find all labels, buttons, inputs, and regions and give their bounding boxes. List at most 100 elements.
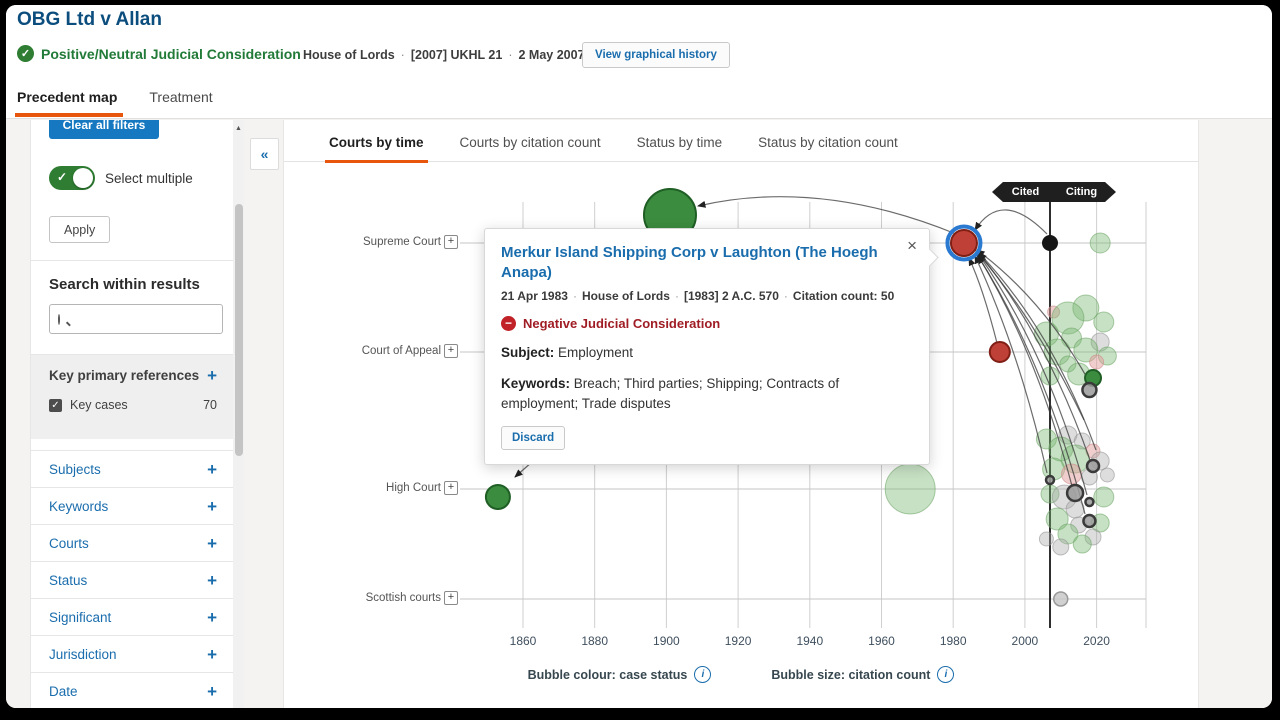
case-bubble[interactable]	[1038, 531, 1054, 547]
case-bubble[interactable]	[1073, 337, 1099, 363]
case-bubble[interactable]	[1084, 496, 1095, 508]
chart-tab-courts-by-citation-count[interactable]: Courts by citation count	[459, 135, 601, 150]
legend-item: Bubble colour: case status i	[528, 666, 712, 683]
case-header: OBG Ltd v Allan ✓ Positive/Neutral Judic…	[6, 5, 1272, 119]
sidebar-filter-date[interactable]: Date +	[31, 672, 233, 708]
case-bubble[interactable]	[1045, 507, 1069, 531]
case-bubble[interactable]	[949, 229, 978, 257]
year-tick-label: 1880	[581, 634, 609, 648]
year-tick-label: 1960	[868, 634, 895, 648]
filters-sidebar: Clear all filters ✓ Select multiple Appl…	[30, 120, 234, 708]
sidebar-filter-jurisdiction[interactable]: Jurisdiction +	[31, 635, 233, 672]
case-bubble[interactable]	[1051, 301, 1085, 335]
case-bubble[interactable]	[1082, 513, 1097, 529]
case-meta: House of Lords · [2007] UKHL 21 · 2 May 2007	[303, 48, 585, 62]
court-name: Supreme Court	[363, 236, 441, 248]
popup-court: House of Lords	[581, 288, 670, 303]
expand-icon[interactable]: +	[207, 366, 217, 385]
case-bubble[interactable]	[1065, 483, 1085, 503]
sidebar-filter-subjects[interactable]: Subjects +	[31, 450, 233, 487]
case-bubble[interactable]	[1084, 528, 1102, 546]
expand-icon[interactable]: +	[207, 644, 217, 664]
info-icon[interactable]: i	[937, 666, 955, 683]
expand-icon[interactable]: +	[207, 681, 217, 701]
cited-tag: Cited	[992, 182, 1053, 202]
popup-subject-value: Employment	[558, 344, 634, 360]
case-bubble[interactable]	[1047, 305, 1061, 319]
expand-icon[interactable]: +	[207, 570, 217, 590]
filter-label: Status	[49, 572, 88, 588]
key-cases-row[interactable]: ✓ Key cases 70	[31, 388, 233, 412]
case-bubble[interactable]	[1085, 458, 1101, 474]
case-bubble[interactable]	[1072, 294, 1100, 322]
apply-button[interactable]: Apply	[49, 216, 111, 243]
case-bubble[interactable]	[1053, 591, 1069, 607]
sidebar-filter-significant[interactable]: Significant +	[31, 598, 233, 635]
chart-view-tabs: Courts by time Courts by citation count St…	[284, 120, 1198, 163]
key-primary-references-label: Key primary references	[49, 368, 200, 383]
view-graphical-history-button[interactable]: View graphical history	[582, 42, 730, 68]
expand-icon[interactable]: +	[207, 459, 217, 479]
collapse-sidebar-button[interactable]: «	[250, 138, 279, 170]
case-bubble[interactable]	[1052, 538, 1070, 556]
case-bubble[interactable]	[1093, 311, 1115, 333]
chart-tab-status-by-time[interactable]: Status by time	[636, 135, 723, 150]
search-icon	[58, 313, 60, 325]
case-bubble[interactable]	[884, 463, 936, 515]
citation-arc	[968, 257, 998, 344]
clear-all-filters-button[interactable]: Clear all filters	[49, 120, 159, 139]
citing-tag: Citing	[1053, 182, 1116, 202]
popup-case-title[interactable]: Merkur Island Shipping Corp v Laughton (…	[501, 244, 878, 282]
sidebar-scrollbar[interactable]: ▲	[233, 120, 244, 708]
key-cases-checkbox[interactable]: ✓	[49, 398, 62, 412]
close-icon[interactable]: ×	[907, 236, 917, 255]
chart-tab-courts-by-time[interactable]: Courts by time	[325, 135, 428, 163]
case-bubble[interactable]	[1089, 354, 1105, 370]
select-multiple-toggle[interactable]: ✓	[49, 166, 95, 190]
scrollbar-thumb[interactable]	[234, 204, 243, 456]
case-bubble[interactable]	[1093, 486, 1115, 508]
discard-button[interactable]: Discard	[501, 426, 566, 451]
case-bubble[interactable]	[1089, 232, 1111, 254]
court-name: Court of Appeal	[361, 345, 441, 357]
case-bubble[interactable]	[1035, 428, 1057, 450]
expand-icon[interactable]: +	[207, 533, 217, 553]
info-icon[interactable]: i	[694, 666, 712, 683]
sidebar-filter-status[interactable]: Status +	[31, 561, 233, 598]
expand-court-icon[interactable]: +	[444, 591, 458, 605]
expand-icon[interactable]: +	[207, 607, 217, 627]
case-bubble[interactable]	[484, 484, 511, 510]
case-date: 2 May 2007	[518, 48, 585, 62]
search-within-results-heading: Search within results	[49, 276, 200, 293]
search-input[interactable]	[66, 311, 225, 327]
chart-tab-status-by-citation-count[interactable]: Status by citation count	[758, 135, 898, 150]
toggle-knob	[73, 168, 93, 188]
expand-icon[interactable]: +	[207, 496, 217, 516]
expand-court-icon[interactable]: +	[444, 235, 458, 249]
case-bubble[interactable]	[988, 341, 1011, 363]
expand-court-icon[interactable]: +	[444, 344, 458, 358]
case-status-label: Positive/Neutral Judicial Consideration	[41, 45, 301, 62]
tab-precedent-map[interactable]: Precedent map	[14, 89, 124, 117]
search-box	[49, 304, 225, 334]
sidebar-filter-courts[interactable]: Courts +	[31, 524, 233, 561]
filter-label: Date	[49, 683, 78, 699]
case-bubble[interactable]	[1081, 381, 1098, 399]
case-bubble[interactable]	[1072, 534, 1092, 554]
case-bubble[interactable]	[1041, 235, 1058, 251]
case-bubble[interactable]	[1099, 467, 1115, 483]
court-name: High Court	[386, 482, 441, 494]
select-multiple-label: Select multiple	[105, 170, 193, 186]
case-citation: [2007] UKHL 21	[410, 48, 503, 62]
popup-subject-line: Subject: Employment	[501, 344, 634, 360]
citation-arc	[978, 252, 1097, 451]
sidebar-filter-keywords[interactable]: Keywords +	[31, 487, 233, 524]
citation-arc	[977, 255, 1086, 515]
case-bubble[interactable]	[1044, 474, 1056, 486]
case-bubble[interactable]	[1043, 338, 1071, 366]
tab-treatment[interactable]: Treatment	[149, 89, 213, 105]
case-court: House of Lords	[303, 48, 395, 62]
filter-label: Jurisdiction	[49, 646, 117, 662]
expand-court-icon[interactable]: +	[444, 481, 458, 495]
scrollbar-up-icon[interactable]: ▲	[235, 125, 242, 132]
